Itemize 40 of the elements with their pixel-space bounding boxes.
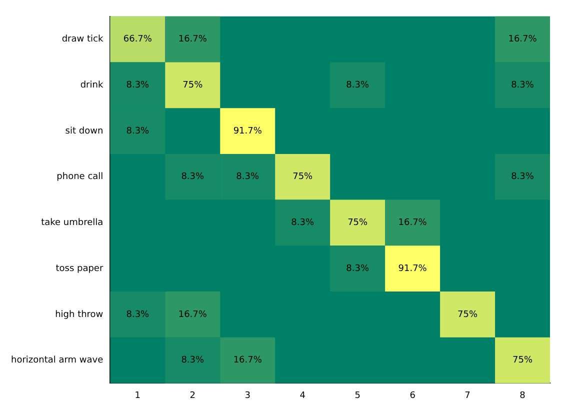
data-label: 8.3% (346, 264, 370, 274)
data-label: 75% (182, 80, 204, 91)
data-label: 8.3% (236, 172, 260, 182)
data-label: 16.7% (398, 218, 428, 228)
x-tick-label: 8 (520, 390, 526, 401)
data-label: 75% (292, 172, 314, 182)
data-label: 75% (348, 218, 368, 228)
data-label: 8.3% (346, 80, 370, 91)
data-label: 8.3% (291, 218, 314, 228)
y-tick-label: sit down (65, 126, 104, 136)
y-tick-label: horizontal arm wave (10, 356, 104, 366)
x-tick-label: 2 (190, 390, 196, 401)
y-tick-label: draw tick (62, 34, 104, 45)
data-label: 16.7% (178, 310, 208, 320)
y-tick-label: high throw (55, 310, 104, 320)
data-label: 16.7% (508, 34, 538, 45)
data-label: 16.7% (178, 34, 208, 45)
y-tick-label: toss paper (56, 264, 104, 274)
data-label: 8.3% (126, 126, 150, 136)
x-tick-label: 4 (300, 390, 306, 401)
x-tick-label: 3 (244, 390, 250, 401)
y-tick-label: drink (80, 80, 104, 91)
data-label: 8.3% (181, 356, 205, 366)
data-label: 91.7% (398, 264, 428, 274)
data-label: 8.3% (511, 80, 534, 91)
data-label: 75% (458, 310, 478, 320)
data-label: 66.7% (123, 34, 152, 45)
data-label: 8.3% (126, 310, 150, 320)
data-label: 75% (512, 356, 533, 366)
x-tick-label: 1 (134, 390, 141, 401)
data-label: 16.7% (233, 356, 262, 366)
x-tick-label: 7 (464, 390, 470, 401)
data-label: 8.3% (511, 172, 534, 182)
x-tick-label: 6 (410, 390, 416, 401)
data-label: 91.7% (233, 126, 262, 136)
data-label: 8.3% (126, 80, 150, 91)
x-tick-label: 5 (354, 390, 360, 401)
y-tick-label: take umbrella (41, 218, 104, 228)
data-label: 8.3% (181, 172, 205, 182)
y-tick-label: phone call (56, 172, 104, 182)
